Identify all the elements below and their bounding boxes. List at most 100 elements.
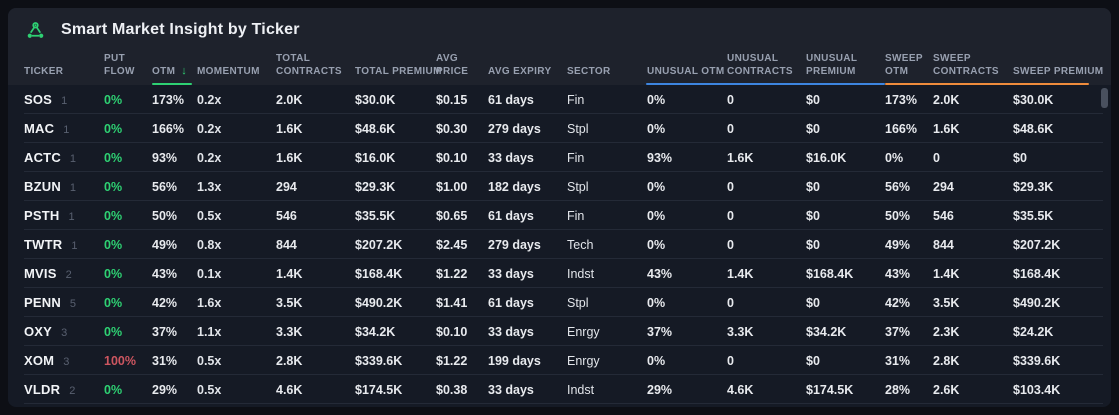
cell-total_premium: $339.6K bbox=[355, 353, 403, 368]
table-row-psth[interactable]: PSTH 1 0% 50% 0.5x 546 $35.5K $0.65 61 days Fin 0%… bbox=[8, 201, 1111, 230]
cell-unusual_otm: 0% bbox=[647, 92, 666, 107]
cell-put_flow: 0% bbox=[104, 266, 123, 281]
cell-total_premium: $30.0K bbox=[355, 92, 396, 107]
cell-put_flow: 0% bbox=[104, 92, 123, 107]
cell-unusual_premium: $0 bbox=[806, 353, 820, 368]
cell-unusual_otm: 29% bbox=[647, 382, 673, 397]
cell-unusual_otm: 0% bbox=[647, 121, 666, 136]
table-row-penn[interactable]: PENN 5 0% 42% 1.6x 3.5K $490.2K $1.41 61 days Stp… bbox=[8, 288, 1111, 317]
cell-unusual_otm: 37% bbox=[647, 324, 673, 339]
column-header-put_flow[interactable]: PUT FLOW bbox=[104, 53, 135, 77]
cell-avg_price: $0.10 bbox=[436, 150, 468, 165]
cell-total_contracts: 2.0K bbox=[276, 92, 303, 107]
cell-sweep_premium: $30.0K bbox=[1013, 92, 1054, 107]
cell-total_premium: $168.4K bbox=[355, 266, 403, 281]
cell-unusual_contracts: 0 bbox=[727, 295, 734, 310]
ticker-count-badge: 2 bbox=[65, 269, 72, 281]
cell-sweep_otm: 43% bbox=[885, 266, 911, 281]
table-row-mac[interactable]: MAC 1 0% 166% 0.2x 1.6K $48.6K $0.30 279 days Stp… bbox=[8, 114, 1111, 143]
column-header-unusual_contracts[interactable]: UNUSUAL CONTRACTS bbox=[727, 53, 793, 77]
cell-sweep_premium: $29.3K bbox=[1013, 179, 1054, 194]
column-header-total_contracts[interactable]: TOTAL CONTRACTS bbox=[276, 53, 342, 77]
cell-avg_price: $1.22 bbox=[436, 353, 468, 368]
table-row-mvis[interactable]: MVIS 2 0% 43% 0.1x 1.4K $168.4K $1.22 33 days Ind… bbox=[8, 259, 1111, 288]
cell-sweep_premium: $24.2K bbox=[1013, 324, 1054, 339]
column-header-sweep_contracts[interactable]: SWEEP CONTRACTS bbox=[933, 53, 999, 77]
cell-sweep_contracts: 2.6K bbox=[933, 382, 960, 397]
cell-sweep_premium: $490.2K bbox=[1013, 295, 1061, 310]
cell-unusual_contracts: 1.4K bbox=[727, 266, 754, 281]
cell-avg_price: $1.41 bbox=[436, 295, 468, 310]
cell-put_flow: 100% bbox=[104, 353, 136, 368]
table-row-twtr[interactable]: TWTR 1 0% 49% 0.8x 844 $207.2K $2.45 279 days Tec… bbox=[8, 230, 1111, 259]
cell-sweep_premium: $0 bbox=[1013, 150, 1027, 165]
cell-sweep_otm: 50% bbox=[885, 208, 911, 223]
ticker-symbol: MVIS bbox=[24, 266, 57, 281]
cell-sweep_otm: 56% bbox=[885, 179, 911, 194]
cell-total_premium: $34.2K bbox=[355, 324, 396, 339]
cell-total_contracts: 844 bbox=[276, 237, 297, 252]
ticker-symbol: ACTC bbox=[24, 150, 61, 165]
cell-sector: Enrgy bbox=[567, 324, 600, 339]
cell-unusual_contracts: 4.6K bbox=[727, 382, 754, 397]
cell-sweep_premium: $168.4K bbox=[1013, 266, 1061, 281]
cell-otm: 49% bbox=[152, 237, 178, 252]
vertical-scrollbar[interactable] bbox=[1101, 87, 1108, 402]
column-header-avg_price[interactable]: AVG PRICE bbox=[436, 53, 469, 77]
cell-avg_expiry: 199 days bbox=[488, 353, 541, 368]
cell-ticker: VLDR 2 bbox=[24, 382, 104, 397]
column-header-otm[interactable]: OTM ↓ bbox=[152, 65, 188, 77]
table-row-actc[interactable]: ACTC 1 0% 93% 0.2x 1.6K $16.0K $0.10 33 days Fin 9… bbox=[8, 143, 1111, 172]
cell-sweep_contracts: 2.3K bbox=[933, 324, 960, 339]
cell-total_contracts: 546 bbox=[276, 208, 297, 223]
ticker-symbol: TWTR bbox=[24, 237, 63, 252]
column-header-total_premium[interactable]: TOTAL PREMIUM bbox=[355, 66, 442, 77]
ticker-count-badge: 1 bbox=[68, 211, 75, 223]
cell-sweep_otm: 0% bbox=[885, 150, 904, 165]
column-header-momentum[interactable]: MOMENTUM bbox=[197, 66, 260, 77]
cell-sweep_otm: 173% bbox=[885, 92, 917, 107]
cell-avg_expiry: 279 days bbox=[488, 121, 541, 136]
column-header-ticker[interactable]: TICKER bbox=[24, 66, 64, 77]
table-row-bzun[interactable]: BZUN 1 0% 56% 1.3x 294 $29.3K $1.00 182 days Stpl… bbox=[8, 172, 1111, 201]
cell-put_flow: 0% bbox=[104, 179, 123, 194]
cell-sweep_contracts: 294 bbox=[933, 179, 954, 194]
cell-avg_price: $0.15 bbox=[436, 92, 468, 107]
cell-sweep_otm: 166% bbox=[885, 121, 917, 136]
table-row-vldr[interactable]: VLDR 2 0% 29% 0.5x 4.6K $174.5K $0.38 33 days Ind… bbox=[8, 375, 1111, 404]
cell-sweep_premium: $35.5K bbox=[1013, 208, 1054, 223]
cell-momentum: 0.5x bbox=[197, 382, 222, 397]
ticker-symbol: MAC bbox=[24, 121, 55, 136]
cell-sector: Fin bbox=[567, 92, 585, 107]
scrollbar-thumb[interactable] bbox=[1101, 88, 1108, 108]
cell-sector: Indst bbox=[567, 266, 595, 281]
cell-put_flow: 0% bbox=[104, 121, 123, 136]
cell-ticker: SOS 1 bbox=[24, 92, 104, 107]
cell-sector: Fin bbox=[567, 208, 585, 223]
smart-market-insight-panel: Smart Market Insight by Ticker TICKER PUT… bbox=[8, 8, 1111, 407]
table-row-xom[interactable]: XOM 3 100% 31% 0.5x 2.8K $339.6K $1.22 199 days E… bbox=[8, 346, 1111, 375]
column-header-sector[interactable]: SECTOR bbox=[567, 66, 611, 77]
cell-total_premium: $490.2K bbox=[355, 295, 403, 310]
column-header-sweep_premium[interactable]: SWEEP PREMIUM bbox=[1013, 66, 1104, 77]
cell-momentum: 0.1x bbox=[197, 266, 222, 281]
cell-momentum: 0.5x bbox=[197, 208, 222, 223]
cell-total_contracts: 3.3K bbox=[276, 324, 303, 339]
cell-avg_expiry: 279 days bbox=[488, 237, 541, 252]
cell-unusual_otm: 0% bbox=[647, 237, 666, 252]
table-row-sos[interactable]: SOS 1 0% 173% 0.2x 2.0K $30.0K $0.15 61 days Fin 0… bbox=[8, 85, 1111, 114]
column-header-unusual_otm[interactable]: UNUSUAL OTM bbox=[647, 66, 725, 77]
column-header-avg_expiry[interactable]: AVG EXPIRY bbox=[488, 66, 552, 77]
table-row-oxy[interactable]: OXY 3 0% 37% 1.1x 3.3K $34.2K $0.10 33 days Enrgy… bbox=[8, 317, 1111, 346]
column-header-sweep_otm[interactable]: SWEEP OTM bbox=[885, 53, 923, 77]
cell-unusual_contracts: 0 bbox=[727, 353, 734, 368]
cell-total_premium: $174.5K bbox=[355, 382, 403, 397]
column-header-unusual_premium[interactable]: UNUSUAL PREMIUM bbox=[806, 53, 858, 77]
ticker-count-badge: 5 bbox=[69, 298, 77, 310]
cell-avg_price: $0.10 bbox=[436, 324, 468, 339]
cell-sweep_otm: 28% bbox=[885, 382, 911, 397]
cell-put_flow: 0% bbox=[104, 237, 123, 252]
cell-unusual_contracts: 0 bbox=[727, 179, 734, 194]
cell-momentum: 1.6x bbox=[197, 295, 222, 310]
cell-otm: 93% bbox=[152, 150, 178, 165]
